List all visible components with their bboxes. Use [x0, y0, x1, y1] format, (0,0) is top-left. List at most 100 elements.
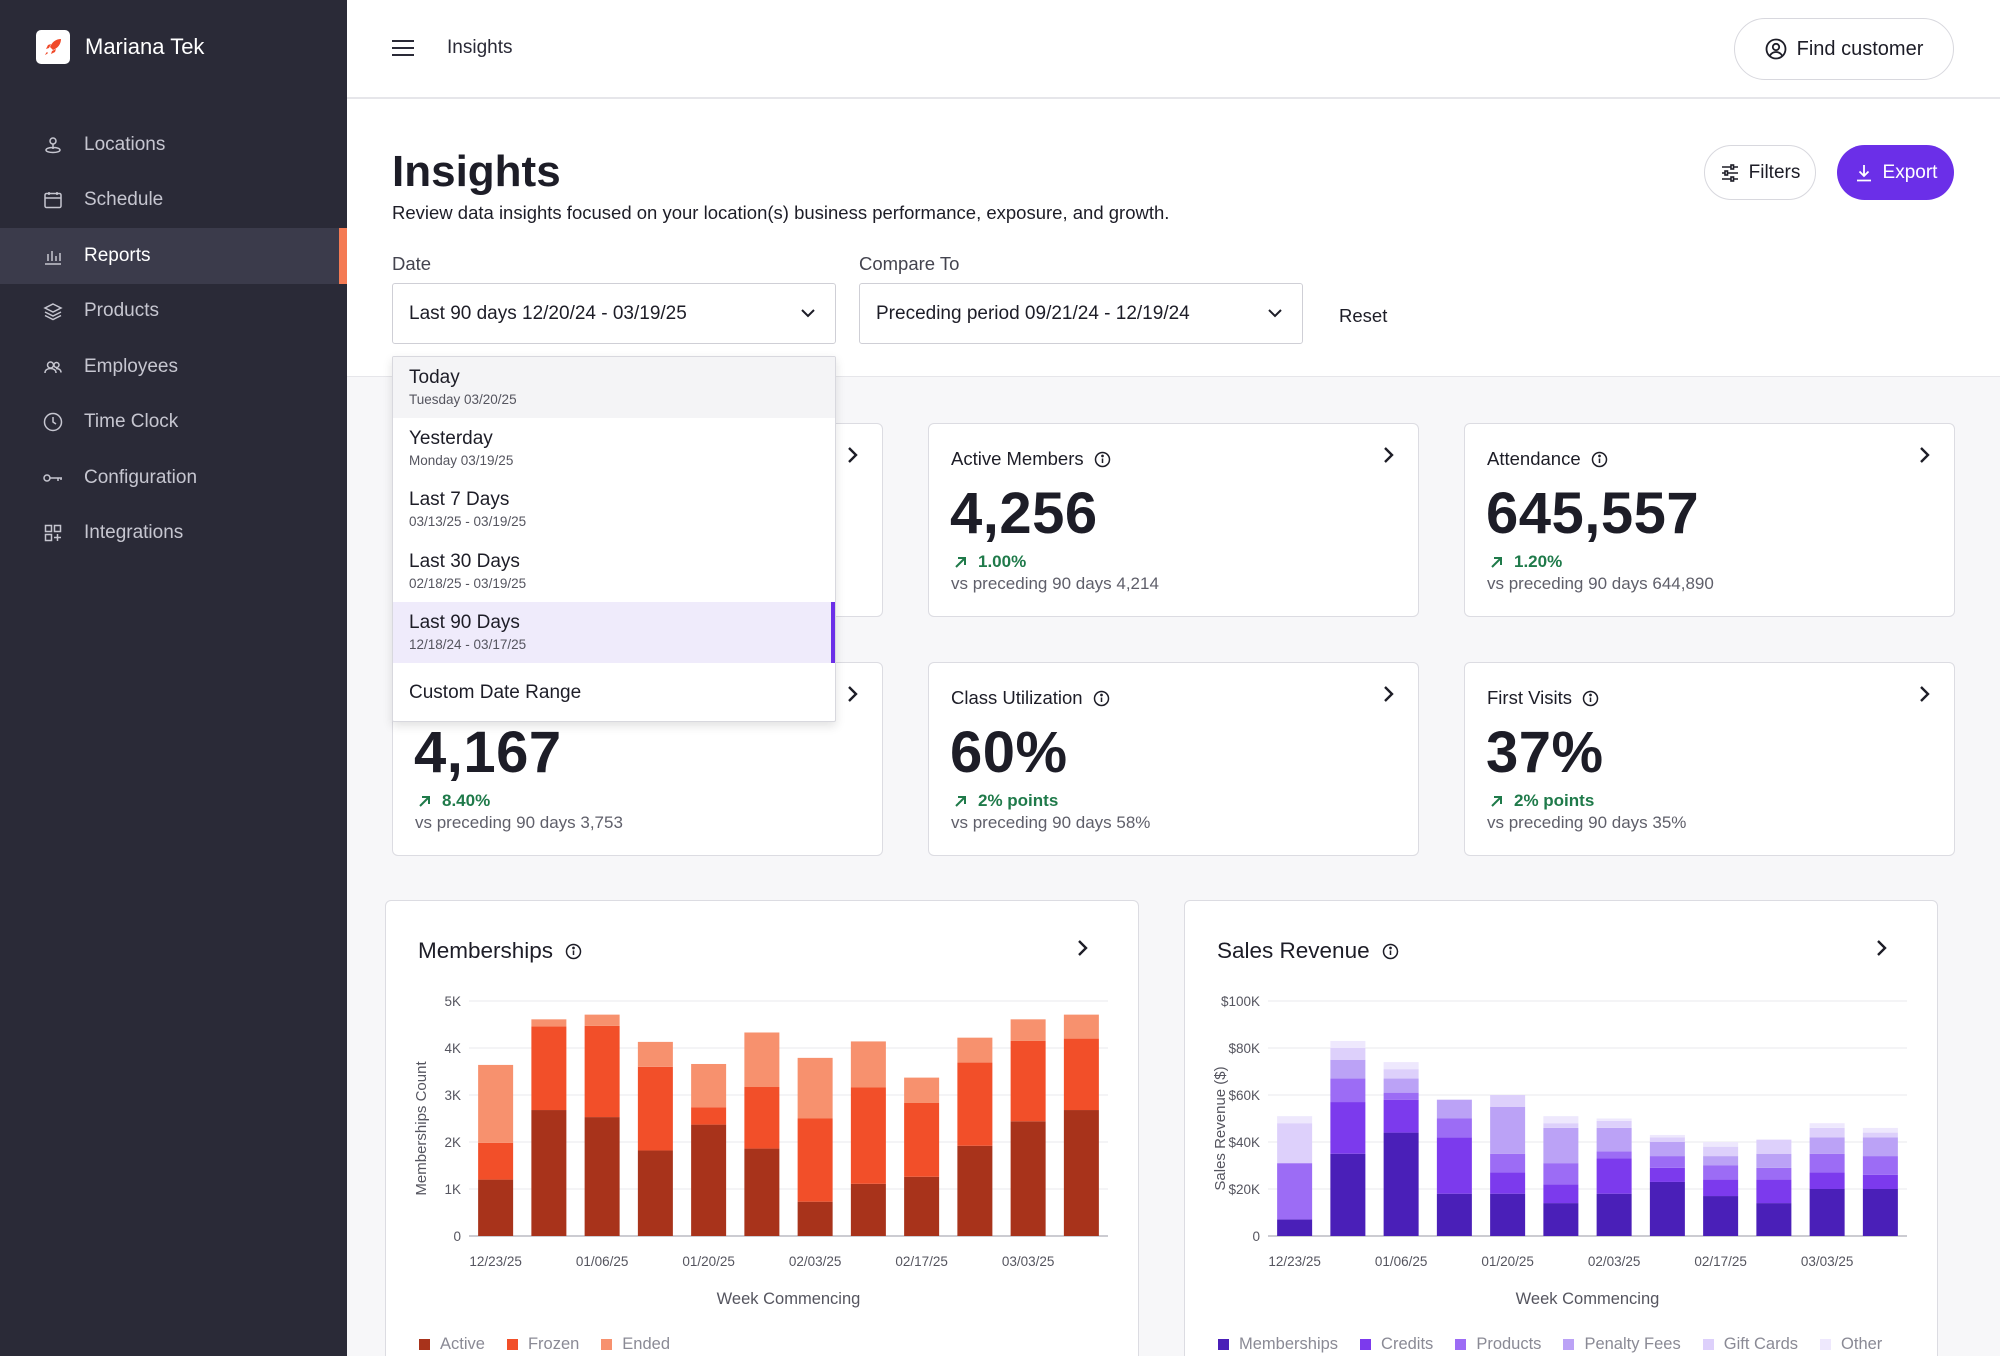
date-option-today[interactable]: Today Tuesday 03/20/25 — [393, 357, 835, 419]
legend-item[interactable]: Frozen — [506, 1335, 579, 1354]
card-delta: 1.00% — [953, 552, 1026, 572]
bar-segment — [1756, 1139, 1792, 1154]
sidebar-item-employees[interactable]: Employees — [0, 339, 347, 395]
legend-item[interactable]: Penalty Fees — [1563, 1335, 1681, 1354]
reset-button[interactable]: Reset — [1339, 305, 1388, 326]
bar-segment — [691, 1063, 727, 1108]
bar-segment — [1436, 1193, 1472, 1236]
sidebar-item-reports[interactable]: Reports — [0, 228, 347, 284]
info-icon[interactable] — [1582, 690, 1599, 707]
bar-segment — [744, 1087, 780, 1149]
bar-segment — [1490, 1172, 1526, 1194]
bar-segment — [957, 1037, 993, 1063]
chevron-right-icon[interactable] — [1380, 446, 1396, 464]
option-label: Last 30 Days — [409, 550, 520, 572]
legend-label: Credits — [1381, 1335, 1434, 1353]
card-delta-value: 2% points — [1514, 791, 1595, 810]
legend-item[interactable]: Credits — [1360, 1335, 1433, 1354]
option-sub: 02/18/25 - 03/19/25 — [409, 575, 527, 591]
bar-segment — [1436, 1118, 1472, 1138]
y-tick-label: 2K — [444, 1135, 461, 1150]
info-icon[interactable] — [1591, 451, 1608, 468]
card-delta-value: 1.00% — [978, 552, 1027, 571]
info-icon[interactable] — [565, 943, 582, 960]
chevron-right-icon[interactable] — [1873, 939, 1889, 957]
bar-segment — [1649, 1181, 1685, 1236]
option-label: Today — [409, 367, 460, 388]
info-icon[interactable] — [1093, 690, 1110, 707]
chevron-right-icon[interactable] — [1380, 685, 1396, 703]
memberships-chart-card[interactable]: 0 1K 2K 3K 4K 5K 12/23/25 01/06/25 01/20/25 02/03… — [385, 900, 1139, 1356]
find-customer-button[interactable]: Find customer — [1734, 18, 1954, 80]
sidebar-item-locations[interactable]: Locations — [0, 117, 347, 173]
legend-item[interactable]: Memberships — [1218, 1335, 1338, 1354]
bar-segment — [1703, 1142, 1739, 1147]
stat-card-first-visits[interactable]: First Visits 37% 2% points vs preceding … — [1464, 662, 1955, 856]
legend-label: Products — [1476, 1335, 1542, 1353]
menu-icon[interactable] — [392, 40, 414, 58]
chevron-right-icon[interactable] — [844, 446, 860, 464]
option-sub: 03/13/25 - 03/19/25 — [409, 514, 527, 530]
card-title-text: Active Members — [951, 448, 1084, 469]
bar-segment — [1010, 1121, 1046, 1236]
bar-segment — [637, 1066, 673, 1151]
legend-item[interactable]: Products — [1455, 1335, 1541, 1354]
chevron-down-icon — [799, 304, 817, 322]
filters-button[interactable]: Filters — [1704, 145, 1816, 200]
bar-segment — [1330, 1040, 1366, 1048]
date-option-last-90-days[interactable]: Last 90 Days 12/18/24 - 03/17/25 — [393, 601, 835, 664]
sidebar-item-integrations[interactable]: Integrations — [0, 506, 347, 562]
legend-item[interactable]: Other — [1820, 1335, 1882, 1354]
bar-segment — [531, 1026, 567, 1111]
option-sub: Tuesday 03/20/25 — [409, 392, 517, 407]
bar-segment — [1490, 1153, 1526, 1173]
bar-segment — [1596, 1151, 1632, 1159]
legend-item[interactable]: Active — [419, 1335, 485, 1354]
card-delta-value: 8.40% — [442, 791, 491, 810]
bar-segment — [478, 1179, 514, 1236]
legend-item[interactable]: Ended — [601, 1335, 670, 1354]
x-tick-label: 01/20/25 — [1481, 1254, 1534, 1269]
card-delta-value: 1.20% — [1514, 552, 1563, 571]
brand[interactable]: Mariana Tek — [36, 30, 204, 64]
clock-icon — [42, 411, 64, 433]
bar-segment — [1063, 1110, 1099, 1236]
legend-label: Other — [1841, 1335, 1883, 1353]
sales-revenue-chart: 0 $20K $40K $60K $80K $100K 12/23/25 01/06/25 01… — [1212, 994, 1907, 1308]
bar-segment — [478, 1064, 514, 1143]
card-compare: vs preceding 90 days 35% — [1487, 813, 1687, 832]
stat-card-class-utilization[interactable]: Class Utilization 60% 2% points vs prece… — [928, 662, 1419, 856]
date-option-yesterday[interactable]: Yesterday Monday 03/19/25 — [393, 418, 835, 479]
x-tick-label: 02/17/25 — [1694, 1254, 1747, 1269]
card-compare: vs preceding 90 days 4,214 — [951, 574, 1159, 593]
bar-segment — [1543, 1163, 1579, 1185]
chevron-right-icon[interactable] — [844, 685, 860, 703]
sidebar-item-configuration[interactable]: Configuration — [0, 450, 347, 506]
card-delta: 2% points — [1489, 791, 1594, 811]
bar-segment — [1703, 1146, 1739, 1157]
date-select[interactable]: Last 90 days 12/20/24 - 03/19/25 — [392, 283, 836, 344]
sidebar-item-products[interactable]: Products — [0, 284, 347, 340]
info-icon[interactable] — [1094, 451, 1111, 468]
sidebar-item-label: Configuration — [84, 466, 198, 488]
info-icon[interactable] — [1382, 943, 1399, 960]
sidebar-item-time-clock[interactable]: Time Clock — [0, 395, 347, 451]
bar-segment — [1277, 1123, 1313, 1164]
y-tick-label: 0 — [453, 1229, 461, 1244]
date-option-last-7-days[interactable]: Last 7 Days 03/13/25 - 03/19/25 — [393, 479, 835, 540]
stat-card-active-members[interactable]: Active Members 4,256 1.00% vs preceding … — [928, 423, 1419, 617]
date-option-last-30-days[interactable]: Last 30 Days 02/18/25 - 03/19/25 — [393, 541, 835, 602]
compare-select[interactable]: Preceding period 09/21/24 - 12/19/24 — [859, 283, 1303, 344]
card-title: Class Utilization — [951, 687, 1110, 709]
chevron-right-icon[interactable] — [1074, 939, 1090, 957]
bar-segment — [1543, 1127, 1579, 1164]
sidebar-item-schedule[interactable]: Schedule — [0, 173, 347, 229]
chevron-right-icon[interactable] — [1916, 446, 1932, 464]
stat-card-attendance[interactable]: Attendance 645,557 1.20% vs preceding 90… — [1464, 423, 1955, 617]
legend-item[interactable]: Gift Cards — [1702, 1335, 1798, 1354]
sales-revenue-chart-card[interactable]: 0 $20K $40K $60K $80K $100K 12/23/25 01/06/25 01… — [1184, 900, 1938, 1356]
date-option-custom-range[interactable]: Custom Date Range — [393, 663, 835, 721]
chevron-right-icon[interactable] — [1916, 685, 1932, 703]
x-tick-label: 01/06/25 — [576, 1254, 629, 1269]
export-button[interactable]: Export — [1837, 145, 1954, 200]
